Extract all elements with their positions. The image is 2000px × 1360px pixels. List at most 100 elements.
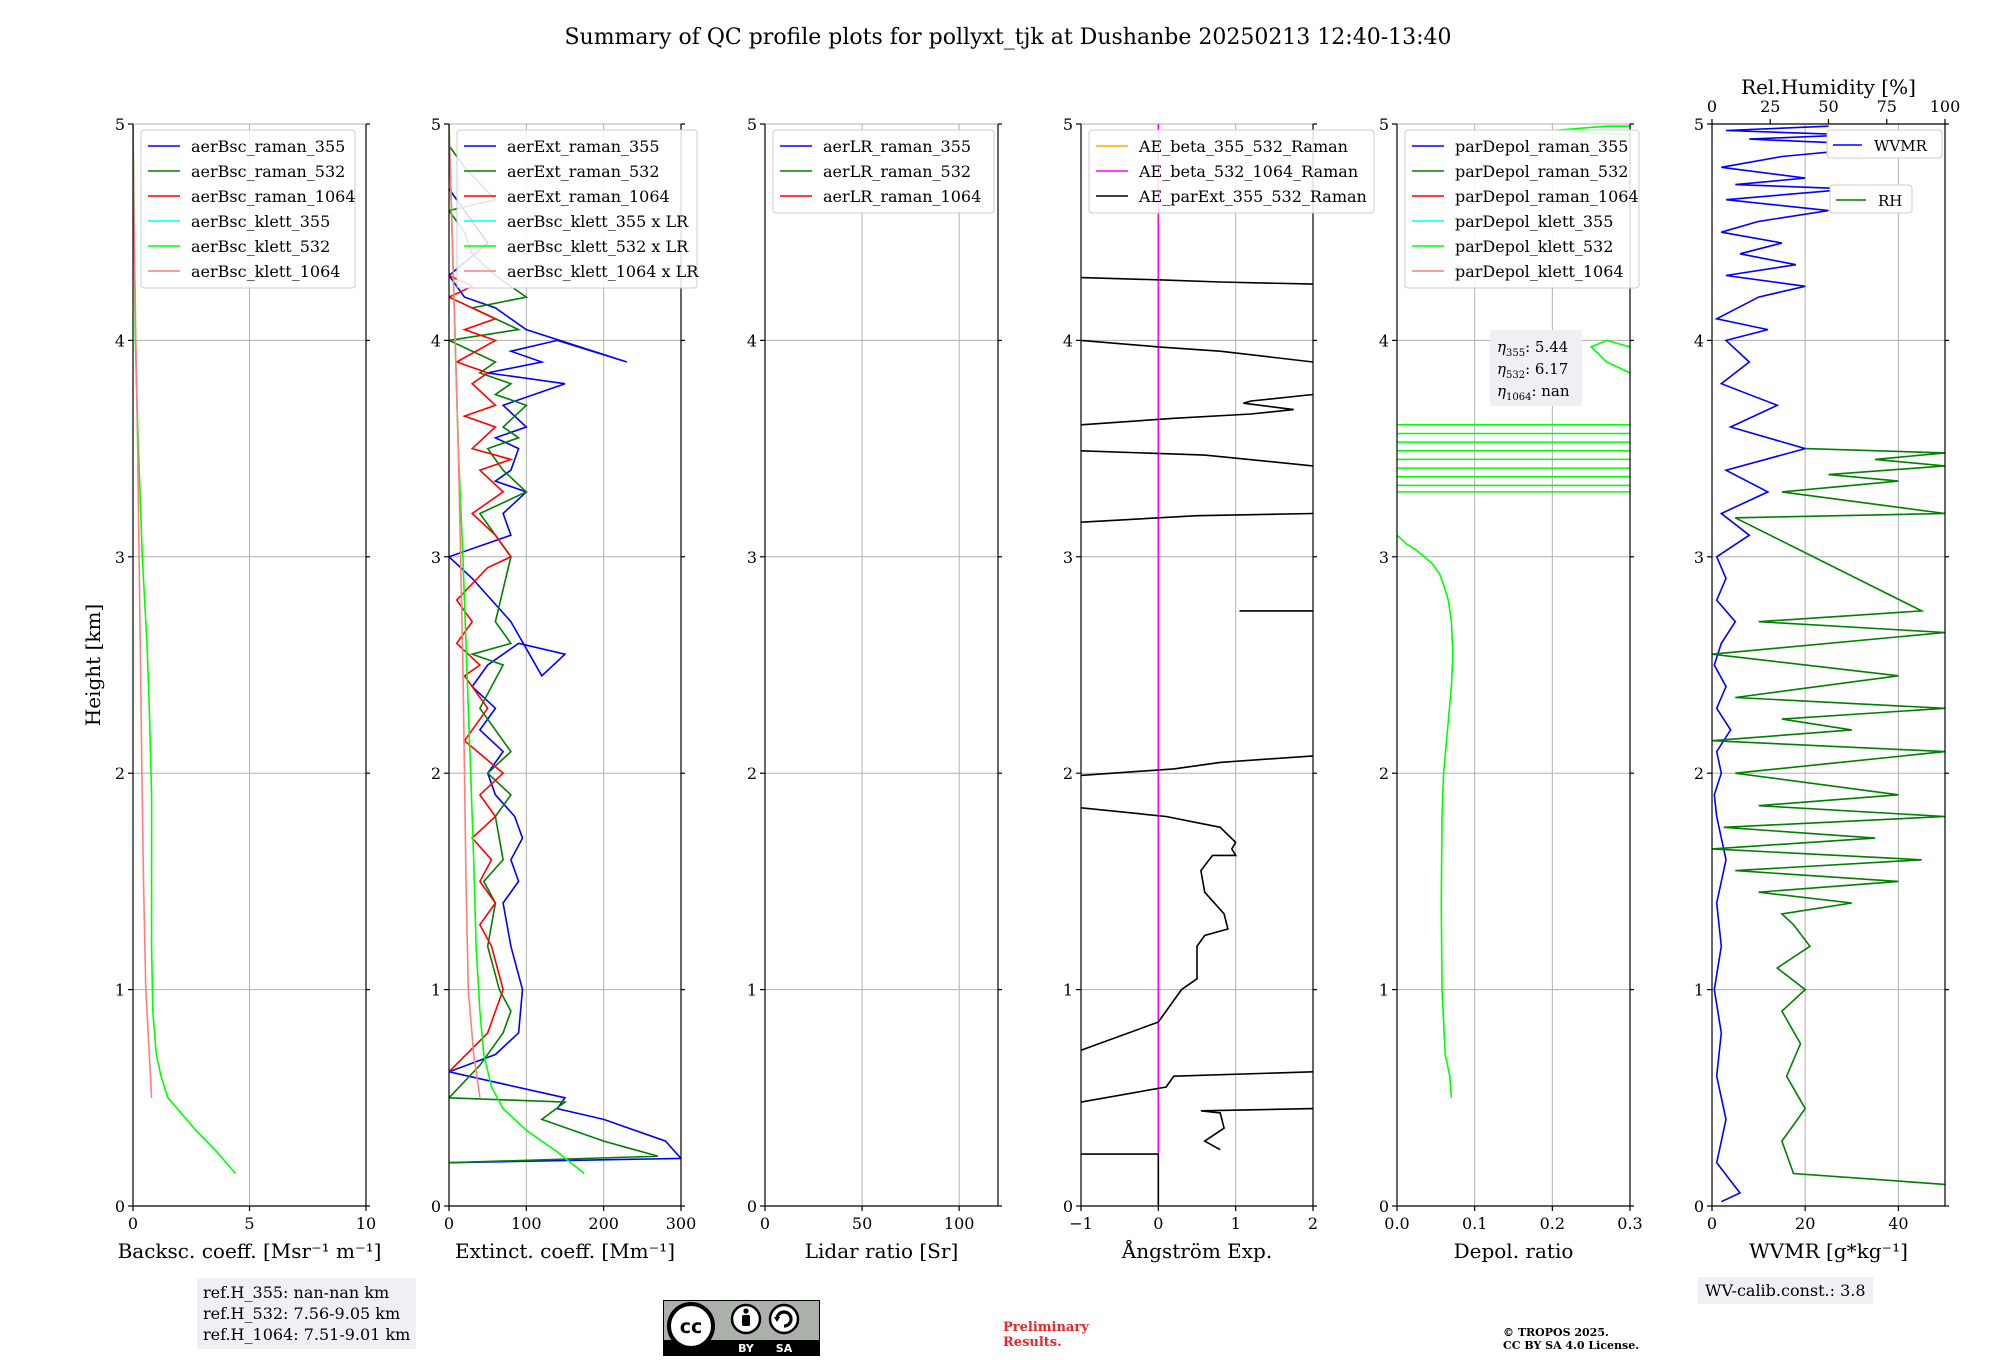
legend-label: aerBsc_klett_1064 x LR [507, 262, 699, 281]
legend-label: parDepol_raman_355 [1455, 137, 1628, 156]
x-tick-label: 0.2 [1540, 1214, 1565, 1233]
legend-label: aerLR_raman_355 [823, 137, 971, 156]
y-tick-label: 2 [1694, 764, 1704, 783]
y-tick-label: 2 [431, 764, 441, 783]
legend-label: WVMR [1874, 137, 1928, 155]
legend-frame [140, 129, 356, 289]
x-tick-label: 50 [852, 1214, 872, 1233]
x-axis-label: Ångström Exp. [1121, 1238, 1272, 1263]
y-tick-label: 1 [115, 981, 125, 1000]
series-line-ae-parext-355-532-raman-seg4 [1081, 807, 1238, 1051]
by-label: BY [738, 1342, 755, 1355]
cc-text: cc [680, 1316, 703, 1338]
ref-height-532: ref.H_532: 7.56-9.05 km [203, 1304, 401, 1323]
x-tick-label: 5 [244, 1214, 254, 1233]
y-tick-label: 5 [1379, 115, 1389, 134]
legend-ext: aerExt_raman_355 aerExt_raman_532 aerExt_r… [456, 129, 699, 289]
legend-frame [456, 129, 698, 289]
y-tick-label: 0 [115, 1197, 125, 1216]
series-line-aerext-raman-1064 [449, 274, 514, 1073]
series-line-aerbsc-klett-1064-x-lr [449, 124, 481, 1098]
x-axis-label: Extinct. coeff. [Mm⁻¹] [455, 1239, 675, 1263]
x-tick-label: 0.3 [1617, 1214, 1642, 1233]
ref-height-355: ref.H_355: nan-nan km [203, 1283, 390, 1302]
legend-label: aerBsc_raman_1064 [191, 187, 356, 206]
legend-label: parDepol_klett_532 [1455, 237, 1613, 256]
y-tick-label: 2 [1379, 764, 1389, 783]
y-tick-label: 0 [747, 1197, 757, 1216]
legend-depol: parDepol_raman_355 parDepol_raman_532 parD… [1404, 129, 1640, 289]
eta-line: η355: 5.44 [1497, 338, 1568, 359]
x-tick-label: 1 [1231, 1214, 1241, 1233]
legend-label: aerLR_raman_532 [823, 162, 971, 181]
x-axis-label: Lidar ratio [Sr] [805, 1239, 959, 1263]
legend-label: AE_beta_355_532_Raman [1138, 137, 1348, 156]
series-line-ae-parext-355-532-raman-seg2 [1200, 1107, 1313, 1151]
y-tick-label: 1 [1063, 981, 1073, 1000]
series-line-ae-parext-355-532-raman-seg7 [1081, 512, 1313, 523]
ref-height-1064: ref.H_1064: 7.51-9.01 km [203, 1325, 411, 1344]
x-tick-label: 0 [1707, 1214, 1717, 1233]
legend-label: parDepol_raman_532 [1455, 162, 1628, 181]
series-line-rh [1712, 447, 1945, 1186]
legend-label: aerExt_raman_355 [507, 137, 660, 156]
legend-label: aerBsc_raman_355 [191, 137, 345, 156]
series-line-ae-parext-355-532-raman-seg9 [1081, 393, 1313, 426]
legend-label: aerBsc_klett_532 [191, 237, 330, 256]
y-tick-label: 1 [747, 981, 757, 1000]
y-tick-label: 3 [115, 548, 125, 567]
share-alike-icon [768, 1303, 800, 1335]
series-line-ae-parext-355-532-raman-seg5 [1081, 755, 1313, 777]
x2-tick-label: 25 [1760, 97, 1780, 116]
y-tick-label: 5 [1694, 115, 1704, 134]
figure-title: Summary of QC profile plots for pollyxt_… [564, 25, 1451, 50]
y-tick-label: 5 [1063, 115, 1073, 134]
legend-lr: aerLR_raman_355 aerLR_raman_532 aerLR_rama… [772, 129, 995, 214]
grid-ae [1081, 123, 1314, 1207]
copyright-line-1: © TROPOS 2025. [1503, 1326, 1609, 1339]
y-tick-label: 1 [1694, 981, 1704, 1000]
copyright-note: © TROPOS 2025. CC BY SA 4.0 License. [1503, 1326, 1639, 1352]
cc-by-sa-license-badge: cc BY SA [663, 1300, 820, 1356]
legend-label: aerBsc_klett_532 x LR [507, 237, 689, 256]
legend-label: AE_beta_532_1064_Raman [1138, 162, 1358, 181]
y-tick-label: 4 [1694, 331, 1704, 350]
x-tick-label: 0 [760, 1214, 770, 1233]
series-ext [449, 124, 681, 1175]
x-tick-label: 2 [1308, 1214, 1318, 1233]
legend-label: RH [1878, 192, 1902, 210]
series-line-aerbsc-klett-1064 [133, 124, 153, 1098]
legend-rh: RH [1829, 184, 1913, 214]
prelim-line-2: Results. [1003, 1335, 1062, 1350]
x-tick-label: −1 [1069, 1214, 1093, 1233]
y-tick-label: 3 [747, 548, 757, 567]
legend-label: aerExt_raman_532 [507, 162, 660, 181]
x-tick-label: 0 [1153, 1214, 1163, 1233]
y-tick-label: 0 [1379, 1197, 1389, 1216]
reference-height-box: ref.H_355: nan-nan km ref.H_532: 7.56-9.… [197, 1278, 417, 1349]
series-line-ae-parext-355-532-raman-seg8 [1081, 450, 1313, 467]
x-axis-label: WVMR [g*kg⁻¹] [1749, 1239, 1908, 1263]
series-line-ae-parext-355-532-raman-seg1 [1081, 1153, 1160, 1206]
legend-label: aerExt_raman_1064 [507, 187, 670, 206]
y-tick-label: 4 [747, 331, 757, 350]
x2-tick-label: 100 [1930, 97, 1961, 116]
x-tick-label: 40 [1888, 1214, 1908, 1233]
legend-label: aerBsc_raman_532 [191, 162, 345, 181]
legend-label: parDepol_raman_1064 [1455, 187, 1639, 206]
panel-ext: 0 1 2 3 4 5 0 100 200 300 Extinct. coeff. [Mm⁻¹] ae… [431, 115, 699, 1263]
y-axis-label: Height [km] [81, 604, 105, 726]
x-tick-label: 300 [666, 1214, 697, 1233]
y-tick-label: 3 [1694, 548, 1704, 567]
series-line-aerext-raman-355 [449, 188, 681, 1164]
eta-line: η1064: nan [1497, 382, 1570, 403]
series-line-ae-parext-355-532-raman-seg11 [1081, 276, 1313, 285]
grid-wv [1712, 123, 1945, 1207]
x-tick-label: 100 [944, 1214, 975, 1233]
y-tick-label: 0 [431, 1197, 441, 1216]
panel-bsc: 0 1 2 3 4 5 0 5 10 Backsc. coeff. [Msr⁻¹ m⁻¹] Heig… [81, 115, 381, 1263]
